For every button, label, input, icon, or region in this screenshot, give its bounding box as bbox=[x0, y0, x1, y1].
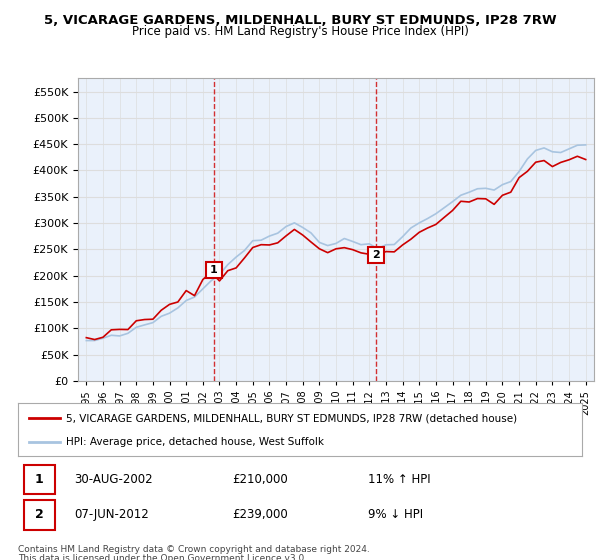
Text: 07-JUN-2012: 07-JUN-2012 bbox=[74, 508, 149, 521]
FancyBboxPatch shape bbox=[23, 465, 55, 494]
Text: 5, VICARAGE GARDENS, MILDENHALL, BURY ST EDMUNDS, IP28 7RW (detached house): 5, VICARAGE GARDENS, MILDENHALL, BURY ST… bbox=[66, 413, 517, 423]
Text: £210,000: £210,000 bbox=[232, 473, 288, 486]
Text: 1: 1 bbox=[35, 473, 44, 486]
Text: 30-AUG-2002: 30-AUG-2002 bbox=[74, 473, 153, 486]
Text: 11% ↑ HPI: 11% ↑ HPI bbox=[368, 473, 430, 486]
Text: Price paid vs. HM Land Registry's House Price Index (HPI): Price paid vs. HM Land Registry's House … bbox=[131, 25, 469, 38]
FancyBboxPatch shape bbox=[23, 500, 55, 530]
Text: 9% ↓ HPI: 9% ↓ HPI bbox=[368, 508, 423, 521]
Text: This data is licensed under the Open Government Licence v3.0.: This data is licensed under the Open Gov… bbox=[18, 554, 307, 560]
Text: 2: 2 bbox=[373, 250, 380, 260]
Text: 1: 1 bbox=[210, 265, 218, 276]
Text: HPI: Average price, detached house, West Suffolk: HPI: Average price, detached house, West… bbox=[66, 436, 324, 446]
Text: 5, VICARAGE GARDENS, MILDENHALL, BURY ST EDMUNDS, IP28 7RW: 5, VICARAGE GARDENS, MILDENHALL, BURY ST… bbox=[44, 14, 556, 27]
Text: Contains HM Land Registry data © Crown copyright and database right 2024.: Contains HM Land Registry data © Crown c… bbox=[18, 545, 370, 554]
Text: 2: 2 bbox=[35, 508, 44, 521]
Text: £239,000: £239,000 bbox=[232, 508, 288, 521]
